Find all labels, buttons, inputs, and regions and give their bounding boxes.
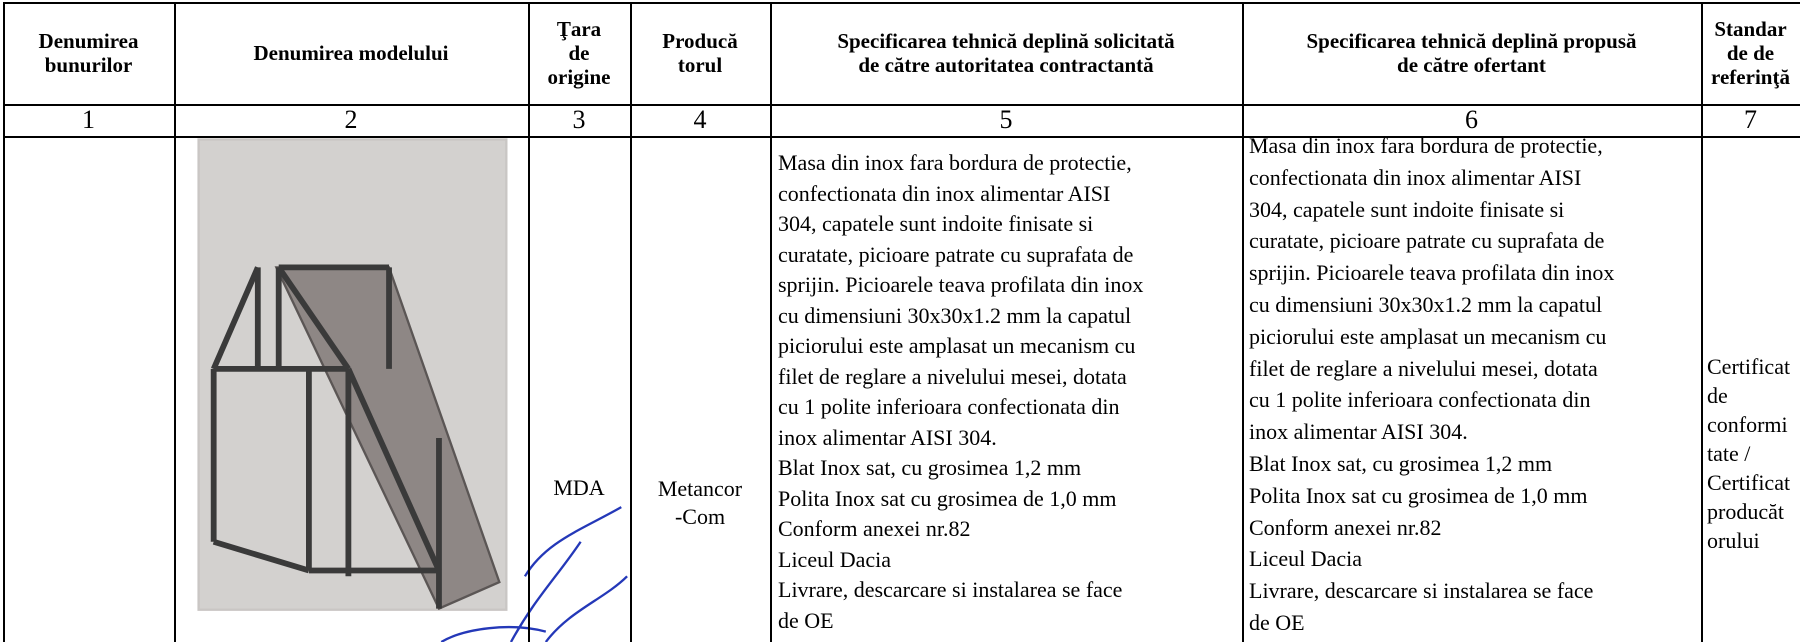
producer: Metancor -Com <box>630 475 770 531</box>
country-of-origin: MDA <box>553 475 605 500</box>
text-line: -Com <box>674 504 726 529</box>
text-line: inox alimentar AISI 304. <box>1249 419 1468 445</box>
header-cell: Ţara de origine <box>528 2 630 104</box>
text-line: Polita Inox sat cu grosimea de 1,0 mm <box>1249 482 1588 508</box>
text-line: 304, capatele sunt indoite finisate si <box>778 211 1094 236</box>
text-line: Livrare, descarcare si instalarea se fac… <box>1249 578 1594 604</box>
row-rule <box>3 2 1800 4</box>
text-line: cu 1 polite inferioara confectionata din <box>1249 387 1591 413</box>
text-line: piciorului este amplasat un mecanism cu <box>778 333 1136 358</box>
header-cell: Denumirea bunurilor <box>3 2 174 104</box>
text-line: 304, capatele sunt indoite finisate si <box>1249 196 1565 222</box>
text-line: Certificat <box>1707 470 1791 495</box>
text-line: cu dimensiuni 30x30x1.2 mm la capatul <box>1249 291 1603 317</box>
text-line: Producă <box>662 29 738 53</box>
text-line: origine <box>547 65 611 89</box>
text-line: torul <box>677 53 723 77</box>
column-number: 6 <box>1465 105 1478 134</box>
header-cell: Denumirea modelului <box>174 2 528 104</box>
text-line: de OE <box>1249 609 1305 635</box>
text-line: cu 1 polite inferioara confectionata din <box>778 394 1120 419</box>
text-line: Livrare, descarcare si instalarea se fac… <box>778 577 1123 602</box>
text-line: Denumirea modelului <box>253 41 449 65</box>
column-rule <box>1242 2 1244 642</box>
text-line: Liceul Dacia <box>778 546 891 572</box>
text-line: Standar <box>1714 17 1787 41</box>
text-line: Specificarea tehnică deplină propusă <box>1306 29 1637 53</box>
proposed-spec: Masa din inox fara bordura de protectie,… <box>1249 130 1614 639</box>
text-line: bunurilor <box>44 53 133 77</box>
text-line: Specificarea tehnică deplină solicitată <box>837 29 1175 53</box>
text-line: Metancor <box>657 476 743 501</box>
text-line: de <box>1707 383 1728 408</box>
column-number: 7 <box>1744 105 1757 134</box>
text-line: filet de reglare a nivelului mesei, dota… <box>1249 355 1598 381</box>
table-sketch <box>210 264 501 611</box>
text-line: Masa din inox fara bordura de protectie, <box>1249 133 1603 158</box>
column-number: 3 <box>572 105 586 134</box>
text-line: Certificat <box>1707 354 1791 379</box>
text-line: Conform anexei nr.82 <box>1249 514 1442 540</box>
column-rule <box>630 2 632 642</box>
text-line: Liceul Dacia <box>1249 546 1362 572</box>
text-line: Ţara <box>556 17 602 41</box>
text-line: tate / <box>1707 441 1751 466</box>
text-line: producăt <box>1707 499 1784 524</box>
header-cell: Specificarea tehnică deplină solicitată d… <box>770 2 1242 104</box>
text-line: Blat Inox sat, cu grosimea 1,2 mm <box>1249 450 1553 476</box>
column-rule <box>174 2 176 642</box>
text-line: sprijin. Picioarele teava profilata din … <box>1249 260 1615 286</box>
column-rule <box>770 2 772 642</box>
column-rule <box>1701 2 1703 642</box>
signature <box>440 506 628 642</box>
text-line: de către ofertant <box>1397 53 1546 77</box>
column-number: 1 <box>82 105 95 134</box>
header-cell: Standar de de referinţă <box>1701 2 1800 104</box>
requested-spec: Masa din inox fara bordura de protectie,… <box>778 148 1143 636</box>
column-number: 4 <box>693 105 707 134</box>
text-line: piciorului este amplasat un mecanism cu <box>1249 323 1607 349</box>
column-rule <box>528 2 530 642</box>
header-cell: Producă torul <box>630 2 770 104</box>
header-cell: Specificarea tehnică deplină propusă de c… <box>1242 2 1701 104</box>
column-number: 5 <box>999 105 1013 134</box>
text-line: sprijin. Picioarele teava profilata din … <box>778 272 1144 297</box>
text-line: confectionata din inox alimentar AISI <box>1249 164 1582 190</box>
text-line: Blat Inox sat, cu grosimea 1,2 mm <box>778 455 1082 480</box>
standards: Certificat de conformi tate / Certificat prod… <box>1707 352 1790 555</box>
text-line: de OE <box>778 607 834 633</box>
text-line: de de <box>1726 41 1775 65</box>
text-line: de <box>568 41 590 65</box>
row-rule <box>3 104 1800 106</box>
row-rule <box>3 136 1800 138</box>
column-rule <box>3 2 5 642</box>
text-line: inox alimentar AISI 304. <box>778 424 997 450</box>
text-line: referinţă <box>1711 65 1790 89</box>
text-line: de către autoritatea contractantă <box>858 53 1154 77</box>
text-line: orului <box>1707 528 1760 553</box>
text-line: confectionata din inox alimentar AISI <box>778 180 1111 206</box>
text-line: Denumirea <box>38 29 139 53</box>
text-line: curatate, picioare patrate cu suprafata … <box>778 241 1134 267</box>
text-line: Conform anexei nr.82 <box>778 516 971 541</box>
text-line: curatate, picioare patrate cu suprafata … <box>1249 228 1605 254</box>
text-line: conformi <box>1707 412 1788 437</box>
text-line: Polita Inox sat cu grosimea de 1,0 mm <box>778 485 1117 511</box>
text-line: Masa din inox fara bordura de protectie, <box>778 150 1132 175</box>
text-line: cu dimensiuni 30x30x1.2 mm la capatul <box>778 302 1132 328</box>
text-line: filet de reglare a nivelului mesei, dota… <box>778 363 1127 389</box>
column-number: 2 <box>344 105 358 134</box>
